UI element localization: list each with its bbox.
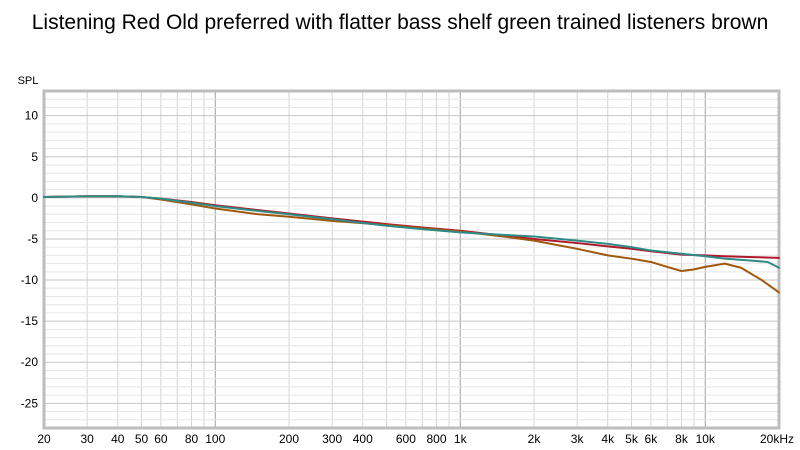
- y-tick-label: 0: [31, 191, 38, 205]
- x-tick-label: 2k: [528, 432, 542, 446]
- y-axis-label: SPL: [18, 75, 39, 87]
- x-tick-label: 30: [80, 432, 94, 446]
- y-tick-label: 5: [31, 150, 38, 164]
- x-tick-label: 4k: [601, 432, 615, 446]
- chart-title: Listening Red Old preferred with flatter…: [31, 11, 769, 34]
- y-tick-label: -20: [21, 355, 39, 369]
- x-tick-label: 20: [37, 432, 51, 446]
- x-tick-label: 10k: [696, 432, 716, 446]
- x-tick-label: 8k: [675, 432, 689, 446]
- x-tick-label: 200: [279, 432, 299, 446]
- x-tick-label: 20kHz: [760, 432, 794, 446]
- x-tick-label: 600: [396, 432, 416, 446]
- series-line-brown: [43, 195, 780, 294]
- y-tick-label: -25: [21, 396, 39, 410]
- x-tick-label: 300: [322, 432, 342, 446]
- x-tick-label: 80: [185, 432, 199, 446]
- series-line-green: [43, 195, 780, 269]
- y-tick-label: -5: [27, 232, 38, 246]
- x-tick-label: 6k: [645, 432, 659, 446]
- x-tick-label: 400: [353, 432, 373, 446]
- x-tick-label: 40: [111, 432, 125, 446]
- x-tick-label: 100: [205, 432, 225, 446]
- x-tick-label: 5k: [625, 432, 639, 446]
- x-tick-label: 60: [154, 432, 168, 446]
- y-tick-label: 10: [25, 109, 39, 123]
- plot-area: [44, 91, 779, 428]
- plot-frame: [42, 89, 781, 430]
- x-tick-label: 3k: [571, 432, 585, 446]
- y-tick-label: -10: [21, 273, 39, 287]
- x-tick-label: 1k: [454, 432, 468, 446]
- x-tick-label: 50: [135, 432, 149, 446]
- x-tick-label: 800: [426, 432, 446, 446]
- y-tick-label: -15: [21, 314, 39, 328]
